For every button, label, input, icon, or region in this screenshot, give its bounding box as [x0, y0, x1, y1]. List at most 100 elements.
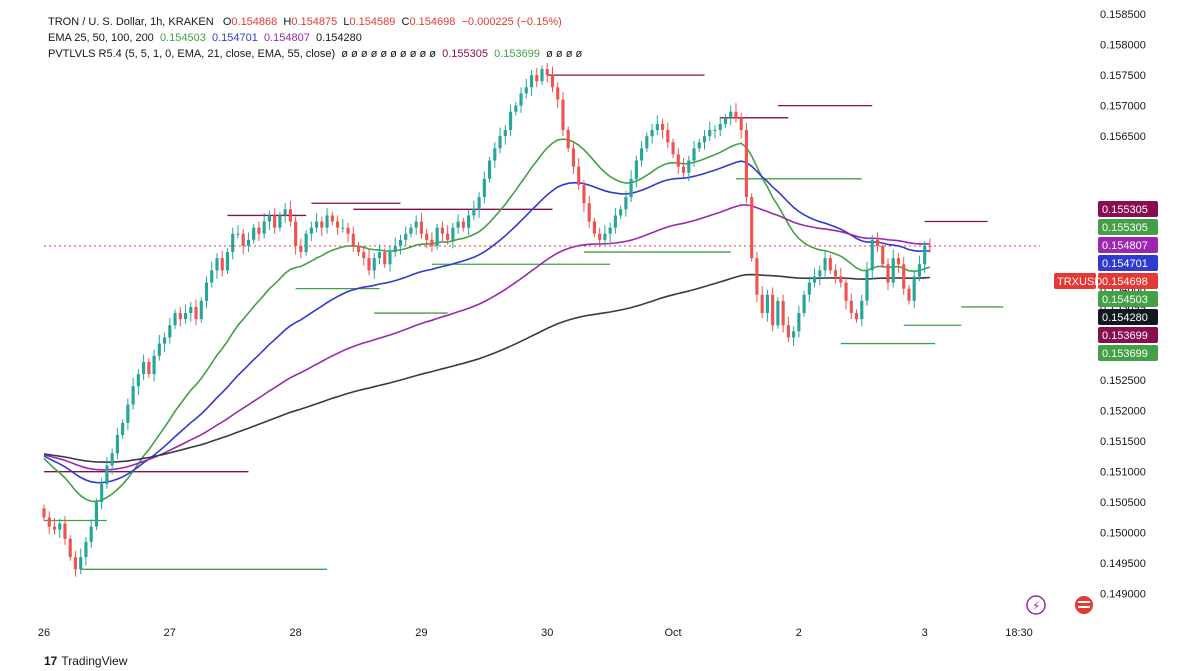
candle-body: [414, 221, 418, 228]
candle-body: [267, 215, 271, 222]
candle-body: [807, 282, 811, 295]
y-tick-label: 0.149500: [1100, 558, 1146, 570]
calendar-icon-stripe: [1078, 606, 1090, 608]
x-tick-label: 3: [922, 627, 928, 639]
candle-body: [613, 215, 617, 228]
price-tag: [1098, 327, 1158, 344]
candle-body: [781, 300, 785, 326]
y-tick-label: 0.152000: [1100, 406, 1146, 418]
legend-row-ema: EMA 25, 50, 100, 200 0.154503 0.154701 0…: [48, 30, 582, 46]
legend-symbol[interactable]: TRON / U. S. Dollar, 1h, KRAKEN: [48, 16, 214, 28]
candle-body: [52, 526, 57, 530]
x-tick-label: 26: [38, 627, 50, 639]
tradingview-logo[interactable]: 17 TradingView: [44, 654, 127, 668]
candle-body: [236, 233, 240, 235]
y-tick-label: 0.150500: [1100, 497, 1146, 509]
candle-body: [854, 313, 859, 320]
candle-body: [58, 523, 62, 530]
candle-body: [68, 538, 72, 558]
price-tag: [1098, 345, 1158, 362]
candle-body: [183, 313, 188, 320]
legend-pvt-empty2: ø ø ø ø: [546, 48, 583, 60]
candle-body: [744, 130, 749, 198]
price-tag-label: 0.154503: [1102, 294, 1148, 306]
candle-body: [456, 221, 460, 228]
y-tick-label: 0.151500: [1100, 436, 1146, 448]
x-tick-label: 2: [796, 627, 802, 639]
legend-c-value: 0.154698: [409, 16, 456, 28]
lightning-icon: [1026, 595, 1046, 615]
legend-o-value: 0.154868: [231, 16, 278, 28]
price-tag-label: 0.155305: [1102, 204, 1148, 216]
candle-body: [671, 142, 675, 155]
candle-body: [351, 233, 355, 246]
candle-body: [702, 136, 707, 143]
legend-pvt-empty: ø ø ø ø ø ø ø ø ø ø: [341, 48, 436, 60]
candle-body: [262, 221, 266, 234]
candle-body: [409, 227, 413, 234]
candle-body: [126, 404, 130, 423]
y-tick-label: 0.149000: [1100, 589, 1146, 601]
candle-body: [619, 209, 623, 216]
candle-body: [404, 233, 408, 240]
candle-body: [833, 270, 838, 277]
candle-body: [461, 221, 465, 228]
candle-body: [865, 270, 869, 301]
candle-body: [199, 300, 203, 320]
candle-body: [556, 87, 560, 100]
candle-body: [388, 252, 392, 265]
candle-body: [372, 258, 376, 271]
candle-body: [273, 215, 277, 228]
legend-row-pvt: PVTLVLS R5.4 (5, 5, 1, 0, EMA, 21, close…: [48, 46, 582, 62]
candle-body: [309, 227, 313, 234]
candle-body: [503, 130, 507, 137]
candle-body: [79, 557, 83, 570]
candle-body: [603, 233, 607, 240]
calendar-icon-stripe: [1078, 601, 1090, 603]
candle-body: [860, 300, 864, 320]
candle-body: [577, 166, 581, 185]
candle-body: [519, 93, 523, 106]
legend-ema50: 0.154701: [211, 32, 258, 44]
legend-l-value: 0.154589: [349, 16, 396, 28]
candle-body: [655, 123, 659, 131]
candle-body: [257, 227, 261, 234]
candle-body: [425, 233, 429, 240]
candle-body: [566, 130, 570, 149]
candle-body: [896, 258, 901, 265]
legend-l-label: L: [343, 16, 350, 28]
legend-ema-label[interactable]: EMA 25, 50, 100, 200: [48, 32, 154, 44]
candle-body: [325, 215, 329, 228]
candle-body: [482, 178, 486, 198]
candle-body: [283, 209, 287, 216]
candle-body: [729, 111, 733, 118]
candle-body: [173, 313, 177, 326]
candle-body: [802, 294, 806, 314]
legend-pvt-label[interactable]: PVTLVLS R5.4 (5, 5, 1, 0, EMA, 21, close…: [48, 48, 336, 60]
candle-body: [813, 276, 817, 283]
candle-body: [776, 300, 780, 326]
candle-body: [320, 221, 324, 228]
candle-body: [115, 435, 119, 454]
candle-body: [891, 258, 895, 283]
price-tag-label: 0.154807: [1102, 240, 1148, 252]
candle-body: [881, 245, 885, 265]
legend-ema100: 0.154807: [263, 32, 310, 44]
x-tick-label: 28: [289, 627, 301, 639]
candle-body: [393, 245, 397, 253]
candle-body: [870, 239, 874, 271]
x-tick-label: 29: [415, 627, 427, 639]
candle-body: [157, 343, 161, 356]
candle-body: [294, 221, 298, 246]
candle-body: [488, 160, 492, 179]
candle-body: [335, 221, 340, 228]
price-tag: [1098, 273, 1158, 290]
ema25-line: [43, 138, 931, 503]
candle-body: [162, 337, 167, 344]
lightning-icon-glyph: ⚡: [1032, 599, 1040, 613]
legend-change: −0.000225 (−0.15%): [461, 16, 562, 28]
candle-body: [346, 227, 350, 234]
candle-body: [697, 142, 701, 149]
